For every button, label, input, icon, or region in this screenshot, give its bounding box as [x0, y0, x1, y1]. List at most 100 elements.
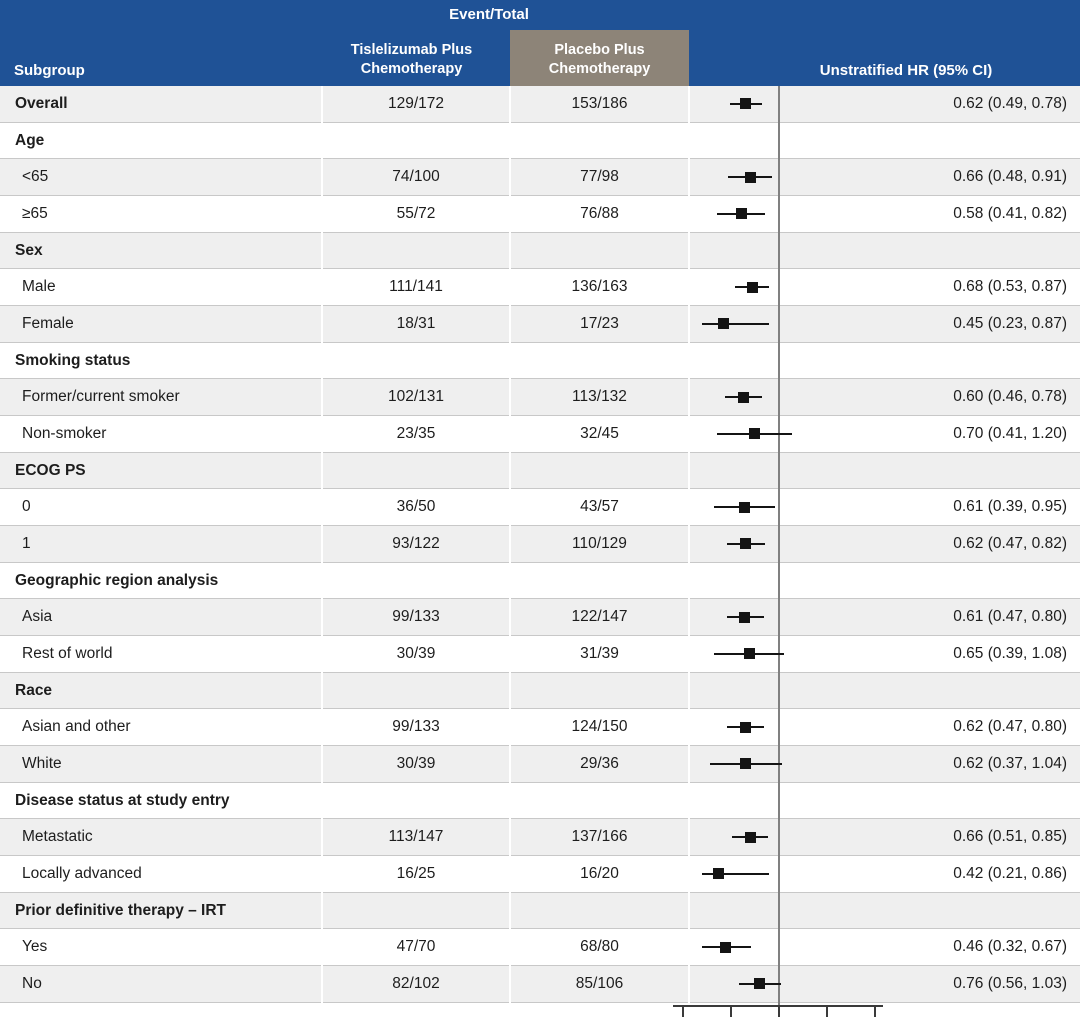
- hr-point-marker: [740, 538, 752, 550]
- subgroup-label: Race: [15, 681, 53, 699]
- table-row: ≥65 55/72 76/88 0.58 (0.41, 0.82): [0, 196, 1080, 233]
- arm2-event-total: 76/88: [580, 204, 619, 222]
- table-row: Male 111/141 136/163 0.68 (0.53, 0.87): [0, 269, 1080, 307]
- subgroup-label: ECOG PS: [15, 461, 86, 479]
- arm1-event-total: 36/50: [396, 498, 436, 516]
- forest-plot-cell: [689, 819, 883, 855]
- table-row: No 82/102 85/106 0.76 (0.56, 1.03): [0, 966, 1080, 1003]
- subgroup-label: Yes: [22, 938, 48, 956]
- arm1-event-total: 99/133: [392, 718, 440, 736]
- axis-tick: [682, 1005, 684, 1017]
- table-row: Female 18/31 17/23 0.45 (0.23, 0.87): [0, 306, 1080, 343]
- arm2-event-total: 43/57: [580, 498, 619, 516]
- table-row: White 30/39 29/36 0.62 (0.37, 1.04): [0, 746, 1080, 783]
- hr-ci-text: 0.60 (0.46, 0.78): [953, 388, 1067, 406]
- subgroup-label: Asia: [22, 608, 53, 626]
- category-row: ECOG PS: [0, 452, 1080, 490]
- reference-line-hr1: [778, 86, 780, 1006]
- forest-plot-cell: [689, 416, 883, 452]
- hr-ci-text: 0.45 (0.23, 0.87): [953, 314, 1067, 332]
- arm2-event-total: 32/45: [580, 424, 619, 442]
- subgroup-label: Prior definitive therapy – IRT: [15, 901, 227, 919]
- hr-point-marker: [719, 941, 731, 953]
- arm1-event-total: 47/70: [396, 938, 436, 956]
- table-row: Asia 99/133 122/147 0.61 (0.47, 0.80): [0, 599, 1080, 637]
- column-separator: [321, 86, 323, 1003]
- table-row: Yes 47/70 68/80 0.46 (0.32, 0.67): [0, 929, 1080, 967]
- table-row: 0 36/50 43/57 0.61 (0.39, 0.95): [0, 489, 1080, 527]
- forest-plot-cell: [689, 233, 883, 269]
- hr-point-marker: [735, 208, 747, 220]
- forest-plot-cell: [689, 856, 883, 892]
- hr-point-marker: [754, 978, 766, 990]
- forest-plot-cell: [689, 123, 883, 159]
- column-separator: [688, 86, 690, 1003]
- hr-point-marker: [744, 171, 756, 183]
- axis-tick: [874, 1005, 876, 1017]
- arm2-header: Placebo Plus Chemotherapy: [510, 41, 689, 79]
- forest-plot-cell: [689, 599, 883, 635]
- category-row: Sex: [0, 232, 1080, 270]
- subgroup-label: Smoking status: [15, 351, 131, 369]
- subgroup-label: No: [22, 974, 42, 992]
- forest-plot-cell: [689, 673, 883, 709]
- category-row: Race: [0, 672, 1080, 710]
- arm2-event-total: 137/166: [571, 828, 628, 846]
- arm-header-line: Placebo Plus: [554, 42, 645, 58]
- table-body: Overall 129/172 153/186 0.62 (0.49, 0.78) Ag…: [0, 86, 1080, 1003]
- hr-ci-text: 0.70 (0.41, 1.20): [953, 424, 1067, 442]
- subgroup-label: Female: [22, 314, 74, 332]
- hr-ci-text: 0.61 (0.47, 0.80): [953, 608, 1067, 626]
- arm1-event-total: 82/102: [392, 974, 440, 992]
- subgroup-label: Metastatic: [22, 828, 93, 846]
- hr-point-marker: [744, 831, 756, 843]
- hr-point-marker: [746, 281, 758, 293]
- hr-point-marker: [740, 758, 752, 770]
- hr-ci-text: 0.62 (0.47, 0.82): [953, 534, 1067, 552]
- arm1-event-total: 111/141: [389, 278, 443, 296]
- table-row: Locally advanced 16/25 16/20 0.42 (0.21, 0.…: [0, 856, 1080, 893]
- forest-plot-cell: [689, 196, 883, 232]
- event-total-header: Event/Total: [449, 6, 529, 23]
- arm1-event-total: 129/172: [387, 94, 445, 112]
- arm2-event-total: 113/132: [572, 388, 627, 406]
- hr-point-marker: [748, 428, 760, 440]
- arm1-header: Tislelizumab Plus Chemotherapy: [313, 41, 510, 79]
- arm2-event-total: 124/150: [571, 718, 628, 736]
- subgroup-label: White: [22, 754, 62, 772]
- arm1-event-total: 74/100: [392, 168, 440, 186]
- subgroup-label: Geographic region analysis: [15, 571, 219, 589]
- subgroup-label: 0: [22, 498, 31, 516]
- ci-whisker: [702, 322, 770, 325]
- arm-header-line: Chemotherapy: [360, 61, 463, 77]
- hr-ci-text: 0.66 (0.51, 0.85): [953, 828, 1067, 846]
- hr-ci-text: 0.61 (0.39, 0.95): [953, 498, 1067, 516]
- table-row: Asian and other 99/133 124/150 0.62 (0.47, …: [0, 709, 1080, 747]
- hr-ci-text: 0.66 (0.48, 0.91): [953, 168, 1067, 186]
- forest-plot-cell: [689, 306, 883, 342]
- axis-tick: [778, 1005, 780, 1017]
- forest-plot-cell: [689, 526, 883, 562]
- arm1-event-total: 23/35: [396, 424, 436, 442]
- forest-plot-cell: [689, 709, 883, 745]
- hr-ci-text: 0.62 (0.47, 0.80): [953, 718, 1067, 736]
- arm2-event-total: 85/106: [575, 974, 624, 992]
- forest-plot-cell: [689, 563, 883, 599]
- hr-ci-text: 0.46 (0.32, 0.67): [953, 938, 1067, 956]
- subgroup-label: Age: [15, 131, 45, 149]
- axis-tick: [730, 1005, 732, 1017]
- placebo-column-highlight: [510, 30, 689, 86]
- hr-ci-text: 0.58 (0.41, 0.82): [953, 204, 1067, 222]
- forest-plot-cell: [689, 269, 883, 305]
- arm1-event-total: 99/133: [392, 608, 440, 626]
- column-separator: [509, 86, 511, 1003]
- arm1-event-total: 18/31: [396, 314, 436, 332]
- subgroup-label: Former/current smoker: [22, 388, 180, 406]
- hr-point-marker: [739, 501, 751, 513]
- arm2-event-total: 17/23: [580, 314, 619, 332]
- forest-plot-cell: [689, 489, 883, 525]
- forest-plot-cell: [689, 453, 883, 489]
- subgroup-label: <65: [22, 168, 49, 186]
- table-row: 1 93/122 110/129 0.62 (0.47, 0.82): [0, 526, 1080, 563]
